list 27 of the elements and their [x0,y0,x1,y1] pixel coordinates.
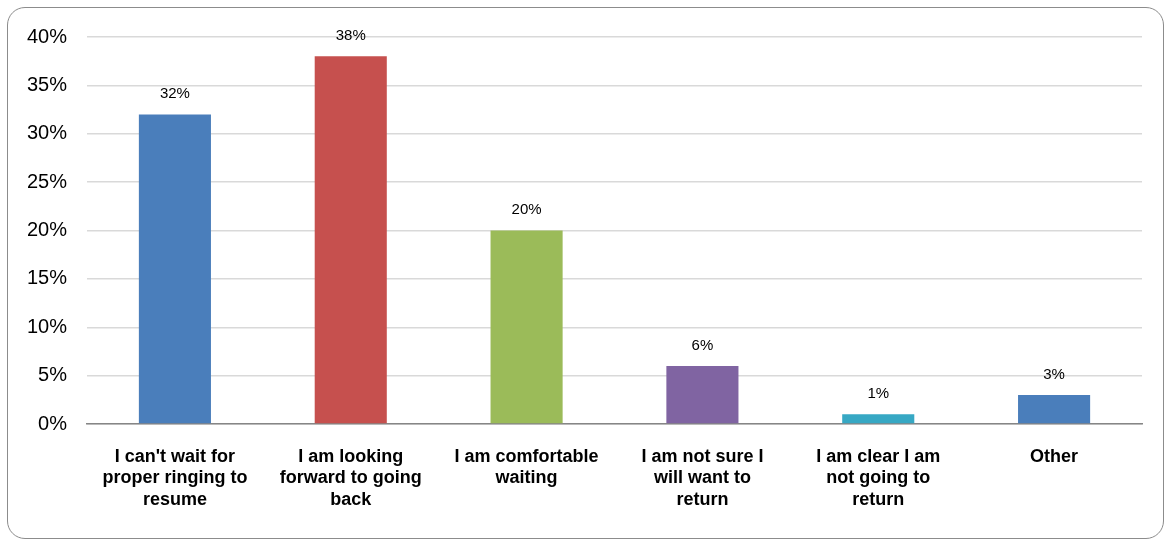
x-tick-label: I am looking forward to going back [279,445,422,509]
y-tick-label: 40% [26,24,67,47]
x-tick-label: Other [1029,445,1078,466]
y-tick-label: 0% [37,411,67,434]
x-tick-label: I am comfortable waiting [454,445,599,487]
y-tick-label: 35% [26,72,67,95]
y-tick-label: 15% [26,265,67,288]
data-label: 20% [511,199,542,217]
x-tick-label: I am not sure I will want to return [640,445,763,509]
bar [314,55,387,423]
bar [490,230,563,423]
y-tick-label: 30% [26,120,67,143]
y-tick-label: 20% [26,217,67,240]
bar [138,113,211,423]
data-label: 38% [335,25,366,43]
x-tick-label: I am clear I am not going to return [815,445,940,509]
bar [665,365,738,423]
data-label: 3% [1042,364,1065,382]
bar [841,413,914,423]
data-label: 1% [866,383,889,401]
x-tick-label: I can't wait for proper ringing to resume [101,445,247,509]
y-tick-label: 10% [26,314,67,337]
y-tick-label: 5% [37,362,67,385]
y-tick-label: 25% [26,169,67,192]
data-label: 6% [691,335,713,353]
data-label: 32% [159,83,190,101]
bar [1017,394,1090,423]
